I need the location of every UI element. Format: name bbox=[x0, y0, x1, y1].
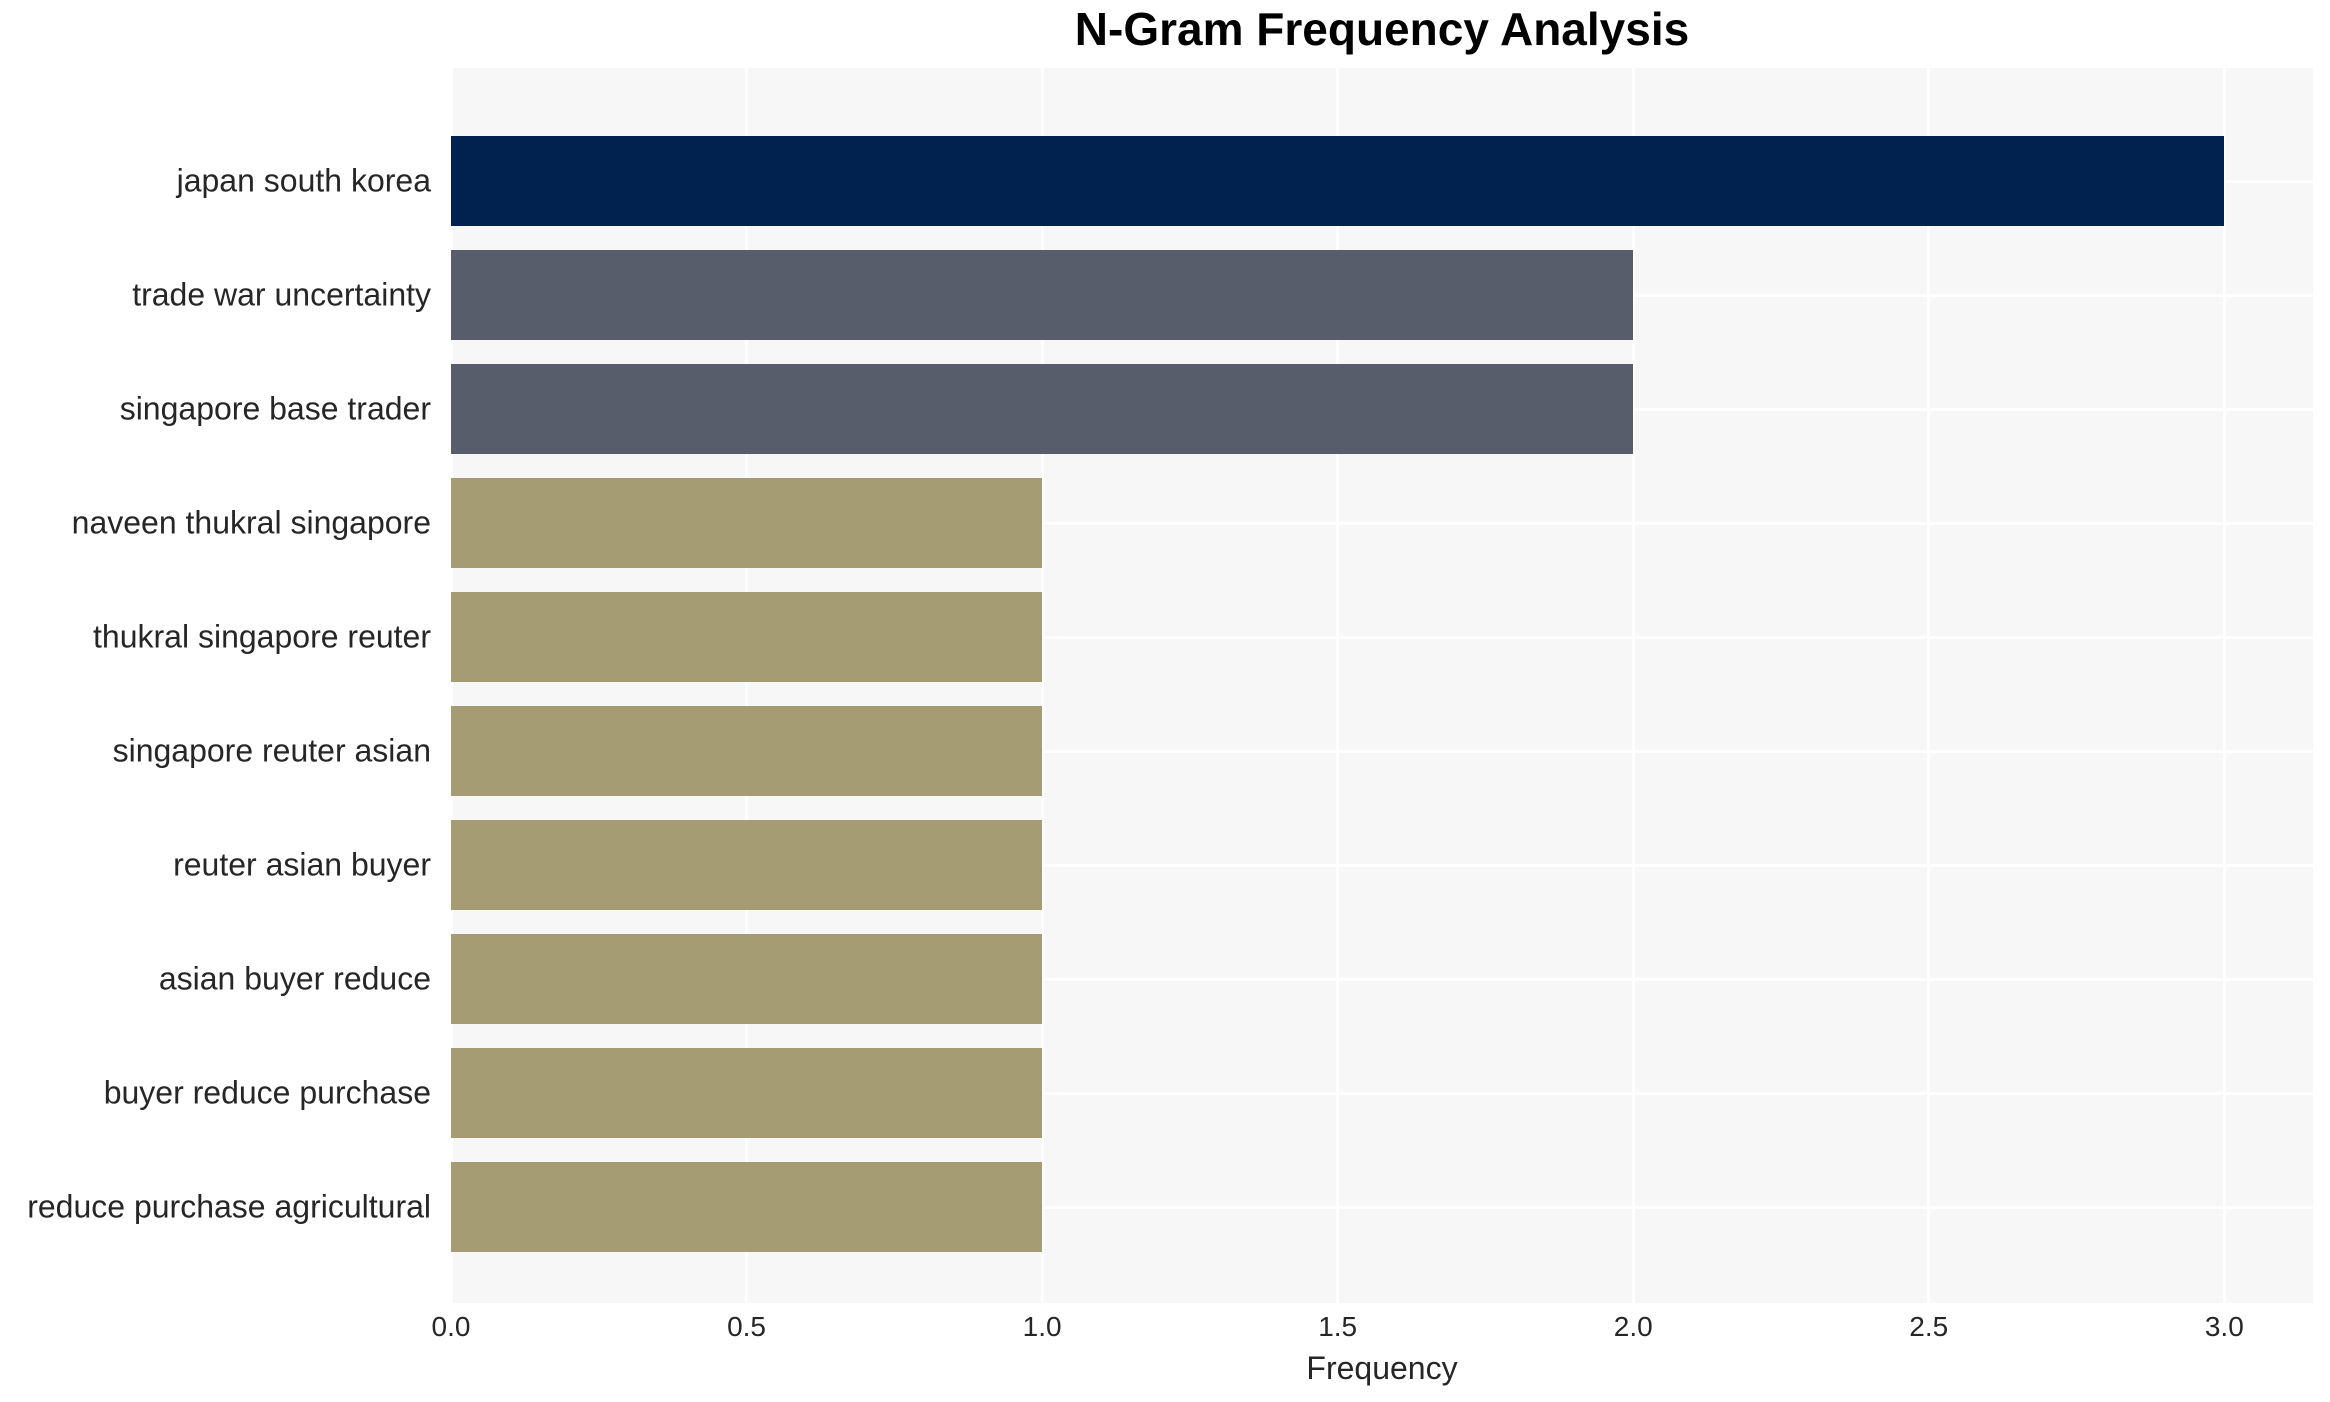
bar-3 bbox=[451, 364, 1634, 454]
x-tick-label: 1.0 bbox=[1022, 1311, 1062, 1342]
x-tick-label: 1.5 bbox=[1318, 1311, 1358, 1342]
gridline-vertical bbox=[2222, 68, 2226, 1303]
x-tick-label: 2.0 bbox=[1613, 1311, 1653, 1342]
category-label: reduce purchase agricultural bbox=[27, 1188, 431, 1225]
category-label: asian buyer reduce bbox=[158, 960, 431, 997]
category-label: japan south korea bbox=[176, 162, 431, 199]
gridline-vertical bbox=[1631, 68, 1635, 1303]
gridline-vertical bbox=[1927, 68, 1931, 1303]
bar-8 bbox=[451, 934, 1043, 1024]
x-axis-ticks: 0.0 0.5 1.0 1.5 2.0 2.5 3.0 bbox=[432, 1311, 2313, 1347]
gridline-horizontal bbox=[451, 749, 2313, 753]
chart-title: N-Gram Frequency Analysis bbox=[1074, 3, 1690, 55]
bar-10 bbox=[451, 1162, 1043, 1252]
gridline-vertical bbox=[745, 68, 749, 1303]
bar-9 bbox=[451, 1048, 1043, 1138]
bar-2 bbox=[451, 250, 1634, 340]
gridline-horizontal bbox=[451, 977, 2313, 981]
plot-area bbox=[449, 68, 2313, 1303]
gridline-horizontal bbox=[451, 1091, 2313, 1095]
category-label: buyer reduce purchase bbox=[103, 1074, 431, 1111]
category-label: singapore base trader bbox=[119, 390, 431, 427]
x-tick-label: 0.0 bbox=[431, 1311, 471, 1342]
bar-7 bbox=[451, 820, 1043, 910]
gridline-horizontal bbox=[451, 1205, 2313, 1209]
gridline-vertical bbox=[1336, 68, 1340, 1303]
category-label: singapore reuter asian bbox=[112, 732, 431, 769]
bar-1 bbox=[451, 136, 2225, 226]
bar-5 bbox=[451, 592, 1043, 682]
x-tick-label: 0.5 bbox=[727, 1311, 767, 1342]
gridline-vertical bbox=[449, 68, 453, 1303]
gridline-horizontal bbox=[451, 635, 2313, 639]
bar-6 bbox=[451, 706, 1043, 796]
x-tick-label: 3.0 bbox=[2204, 1311, 2244, 1342]
x-tick-label: 2.5 bbox=[1909, 1311, 1949, 1342]
gridline-horizontal bbox=[451, 521, 2313, 525]
y-axis-labels: japan south korea trade war uncertainty si… bbox=[0, 68, 441, 1303]
category-label: thukral singapore reuter bbox=[93, 618, 431, 655]
gridline-horizontal bbox=[451, 863, 2313, 867]
category-label: trade war uncertainty bbox=[132, 276, 431, 313]
category-label: reuter asian buyer bbox=[173, 846, 431, 883]
x-axis-label: Frequency bbox=[1306, 1350, 1458, 1386]
bar-4 bbox=[451, 478, 1043, 568]
gridline-vertical bbox=[1040, 68, 1044, 1303]
category-label: naveen thukral singapore bbox=[71, 504, 431, 541]
